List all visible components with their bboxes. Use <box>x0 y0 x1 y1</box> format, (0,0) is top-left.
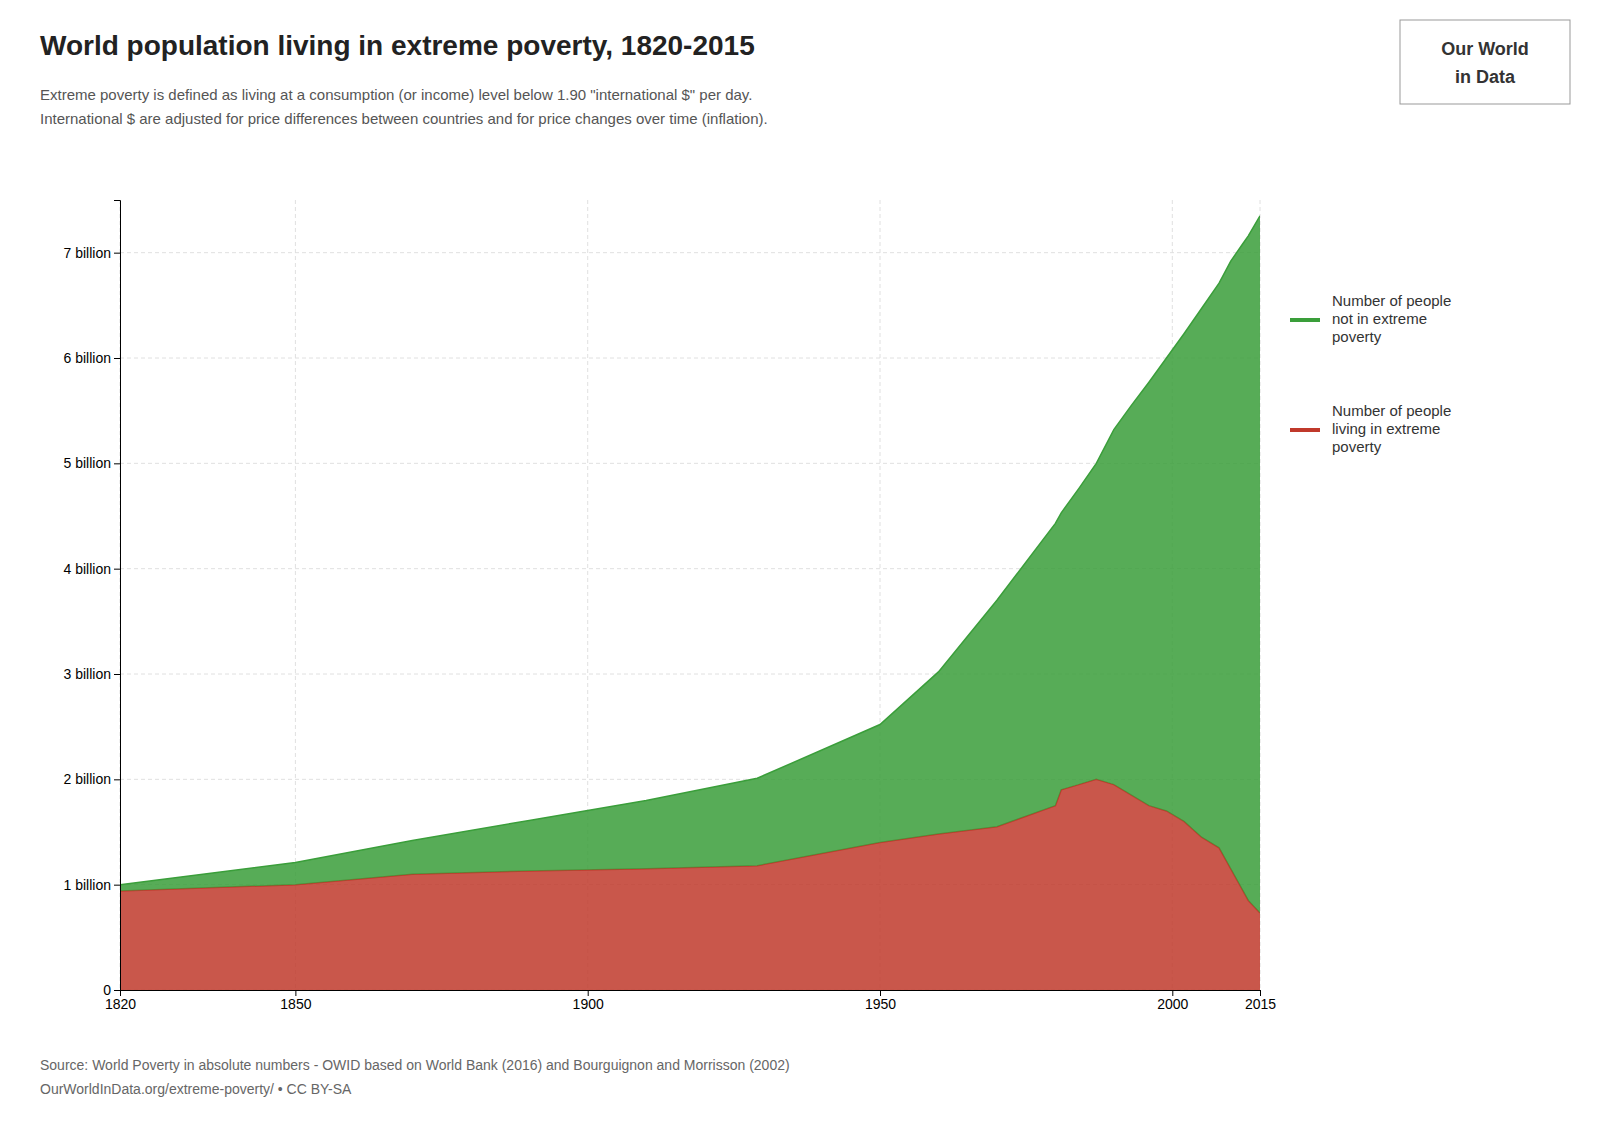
y-tick-mark <box>114 779 120 780</box>
legend-label: Number of peopleliving in extremepoverty <box>1332 402 1451 455</box>
y-tick: 1 billion <box>64 877 120 893</box>
y-tick-label: 0 <box>103 982 111 998</box>
subtitle: International $ are adjusted for price d… <box>40 110 768 127</box>
y-tick-mark <box>114 569 120 570</box>
legend-label: Number of peoplenot in extremepoverty <box>1332 292 1451 345</box>
logo-frame <box>1400 20 1570 104</box>
y-tick-label: 6 billion <box>64 350 111 366</box>
logo: Our World in Data <box>1400 20 1570 104</box>
grid-line-y <box>120 252 1260 253</box>
y-tick-mark <box>114 885 120 886</box>
y-tick-mark <box>114 253 120 254</box>
y-axis-line <box>114 201 121 991</box>
y-tick: 3 billion <box>64 666 120 682</box>
x-tick: 1850 <box>280 990 311 1012</box>
x-tick: 2015 <box>1245 990 1276 1012</box>
legend-swatch <box>1290 428 1320 432</box>
y-tick: 0 <box>103 982 120 998</box>
grid-line-y <box>120 358 1260 359</box>
x-tick-label: 1820 <box>105 996 136 1012</box>
area-line <box>120 216 1260 885</box>
y-tick: 7 billion <box>64 245 120 261</box>
x-tick-label: 2015 <box>1245 996 1276 1012</box>
logo-text: in Data <box>1455 67 1516 87</box>
y-tick-mark <box>114 463 120 464</box>
y-tick: 6 billion <box>64 350 120 366</box>
x-tick-label: 1850 <box>280 996 311 1012</box>
y-tick: 2 billion <box>64 771 120 787</box>
chart: World population living in extreme pover… <box>0 0 1600 1130</box>
title: World population living in extreme pover… <box>40 30 755 61</box>
y-tick-mark <box>114 674 120 675</box>
y-tick: 4 billion <box>64 561 120 577</box>
source: OurWorldInData.org/extreme-poverty/ • CC… <box>40 1081 352 1097</box>
plot: 1820 1850 1900 1950 2000 2015 0 1 billion 2 bill… <box>64 200 1277 1012</box>
legend: Number of peoplenot in extremepoverty Num… <box>1290 292 1451 455</box>
y-tick-label: 5 billion <box>64 455 111 471</box>
grid <box>120 200 1260 990</box>
y-tick-label: 3 billion <box>64 666 111 682</box>
y-tick-mark <box>114 990 120 991</box>
legend-swatch <box>1290 318 1320 322</box>
logo-text: Our World <box>1441 39 1529 59</box>
x-tick: 1950 <box>865 990 896 1012</box>
x-tick: 1900 <box>573 990 604 1012</box>
x-tick-label: 1950 <box>865 996 896 1012</box>
source: Source: World Poverty in absolute number… <box>40 1057 790 1073</box>
x-tick-label: 2000 <box>1157 996 1188 1012</box>
y-tick-label: 2 billion <box>64 771 111 787</box>
y-axis: 0 1 billion 2 billion 3 billion 4 billion 5 b… <box>64 201 121 998</box>
marks <box>120 216 1260 990</box>
x-tick: 2000 <box>1157 990 1188 1012</box>
x-axis: 1820 1850 1900 1950 2000 2015 <box>105 990 1276 1012</box>
x-tick-label: 1900 <box>573 996 604 1012</box>
y-tick-label: 1 billion <box>64 877 111 893</box>
subtitle: Extreme poverty is defined as living at … <box>40 86 752 103</box>
grid-line-y <box>120 463 1260 464</box>
area <box>120 216 1260 913</box>
y-tick: 5 billion <box>64 455 120 471</box>
y-tick-mark <box>114 358 120 359</box>
y-tick-label: 7 billion <box>64 245 111 261</box>
y-tick-label: 4 billion <box>64 561 111 577</box>
